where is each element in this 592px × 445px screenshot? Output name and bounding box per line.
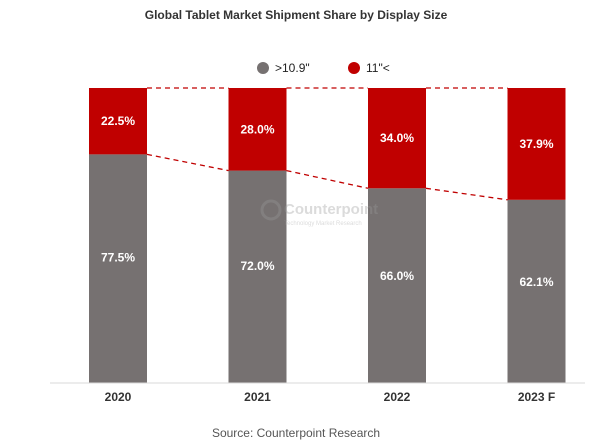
category-label: 2023 F xyxy=(518,390,555,404)
bar-segment-red xyxy=(228,88,287,171)
bar-segment-gray xyxy=(228,170,287,383)
connector-lines xyxy=(146,87,508,201)
data-label-red: 34.0% xyxy=(380,131,414,145)
boundary-connector-line xyxy=(286,169,369,189)
data-label-gray: 77.5% xyxy=(101,250,135,264)
bar-segment-gray xyxy=(368,188,426,383)
bar-segment-gray xyxy=(507,199,566,383)
bar-segment-red xyxy=(368,88,426,189)
watermark-tagline: Technology Market Research xyxy=(284,221,362,227)
data-label-red: 22.5% xyxy=(101,114,135,128)
boundary-connector-line xyxy=(425,187,508,201)
bar-segment-gray xyxy=(89,154,147,383)
source-note: Source: Counterpoint Research xyxy=(211,426,381,440)
chart-title: Global Tablet Market Shipment Share by D… xyxy=(144,8,448,22)
legend-label-red: 11"< xyxy=(366,61,390,75)
data-label-red: 37.9% xyxy=(519,137,553,151)
bars-group: 77.5% 22.5% 72.0% 28.0% 66.0% 34.0% 62.1% 37.9% xyxy=(89,88,566,383)
category-label: 2021 xyxy=(244,390,271,404)
data-label-gray: 72.0% xyxy=(240,259,274,273)
bar-segment-red xyxy=(507,88,566,200)
legend-label-gray: >10.9" xyxy=(275,61,310,75)
category-label: 2020 xyxy=(105,390,132,404)
category-label: 2022 xyxy=(384,390,411,404)
legend-marker-red xyxy=(348,62,360,74)
legend-marker-gray xyxy=(257,62,269,74)
bar-segment-red xyxy=(89,88,147,155)
data-label-gray: 66.0% xyxy=(380,269,414,283)
watermark-logo-icon xyxy=(260,199,282,221)
data-label-red: 28.0% xyxy=(240,122,274,136)
watermark-name: Counterpoint xyxy=(284,201,378,218)
data-label-gray: 62.1% xyxy=(519,275,553,289)
counterpoint-watermark: Counterpoint Technology Market Research xyxy=(260,199,378,227)
boundary-connector-line xyxy=(146,153,229,172)
legend: >10.9" 11"< xyxy=(257,61,390,75)
category-labels: 2020 2021 2022 2023 F xyxy=(105,390,556,404)
